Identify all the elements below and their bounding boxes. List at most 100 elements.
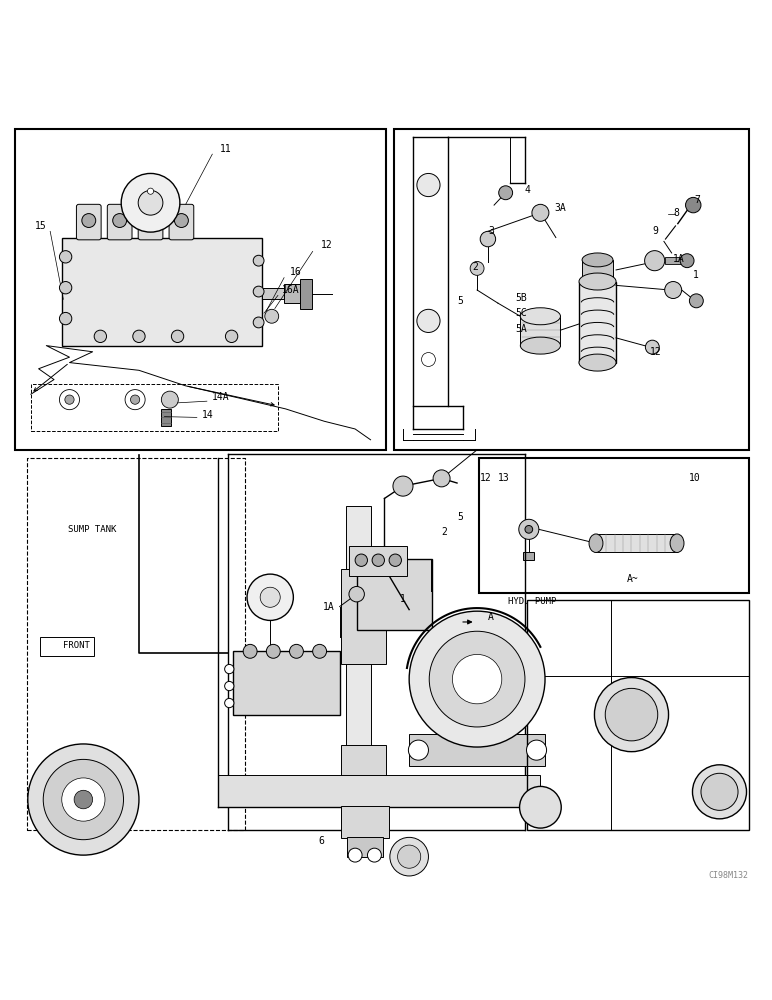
Circle shape <box>59 390 80 410</box>
Circle shape <box>417 309 440 332</box>
Ellipse shape <box>579 354 616 371</box>
Circle shape <box>692 765 747 819</box>
Circle shape <box>701 773 738 810</box>
Text: 6: 6 <box>318 836 324 846</box>
Bar <box>40 637 94 656</box>
Circle shape <box>452 654 502 704</box>
Circle shape <box>59 312 72 325</box>
Circle shape <box>147 188 154 194</box>
Text: 13: 13 <box>498 473 510 483</box>
Circle shape <box>348 848 362 862</box>
Circle shape <box>290 644 303 658</box>
Text: 1: 1 <box>693 270 699 280</box>
Circle shape <box>59 251 72 263</box>
Bar <box>349 546 407 576</box>
Circle shape <box>265 309 279 323</box>
Circle shape <box>480 231 496 247</box>
Bar <box>409 734 545 766</box>
Text: 5B: 5B <box>516 293 527 303</box>
Text: 16: 16 <box>290 267 301 277</box>
Bar <box>579 282 616 363</box>
Bar <box>284 284 300 303</box>
Bar <box>357 559 432 630</box>
Circle shape <box>113 214 127 227</box>
Circle shape <box>161 391 178 408</box>
Bar <box>582 260 613 282</box>
Bar <box>15 129 386 450</box>
Circle shape <box>243 644 257 658</box>
Text: CI98M132: CI98M132 <box>709 871 749 880</box>
Text: 8: 8 <box>673 208 679 218</box>
Bar <box>394 129 749 450</box>
FancyBboxPatch shape <box>107 204 132 240</box>
Text: FRONT: FRONT <box>63 641 90 650</box>
Circle shape <box>225 664 234 674</box>
Text: 12: 12 <box>650 347 662 357</box>
Text: 1A: 1A <box>673 254 685 264</box>
Bar <box>479 458 749 593</box>
Circle shape <box>144 214 157 227</box>
Text: A~: A~ <box>627 574 638 584</box>
Circle shape <box>225 681 234 691</box>
Circle shape <box>665 282 682 299</box>
Bar <box>218 775 540 807</box>
Circle shape <box>121 173 180 232</box>
Circle shape <box>429 631 525 727</box>
Text: A: A <box>488 612 494 622</box>
Bar <box>161 409 171 426</box>
Text: 11: 11 <box>220 144 232 154</box>
Circle shape <box>65 395 74 404</box>
Circle shape <box>130 395 140 404</box>
Circle shape <box>28 744 139 855</box>
Text: 10: 10 <box>689 473 700 483</box>
Circle shape <box>390 837 428 876</box>
Circle shape <box>225 330 238 343</box>
Ellipse shape <box>520 308 560 325</box>
Circle shape <box>138 190 163 215</box>
Text: 2: 2 <box>442 527 448 537</box>
Bar <box>262 288 284 299</box>
Circle shape <box>605 688 658 741</box>
Text: 1: 1 <box>400 594 406 604</box>
Circle shape <box>266 644 280 658</box>
Circle shape <box>680 254 694 268</box>
Text: 15: 15 <box>35 221 46 231</box>
Circle shape <box>253 286 264 297</box>
Circle shape <box>367 848 381 862</box>
Circle shape <box>686 197 701 213</box>
Circle shape <box>393 476 413 496</box>
Text: 1A: 1A <box>323 602 334 612</box>
FancyBboxPatch shape <box>138 204 163 240</box>
Ellipse shape <box>520 337 560 354</box>
Ellipse shape <box>589 534 603 552</box>
Bar <box>341 569 386 664</box>
Circle shape <box>94 330 107 343</box>
Circle shape <box>389 554 401 566</box>
Circle shape <box>225 698 234 708</box>
Bar <box>31 384 278 431</box>
Text: 14: 14 <box>202 410 214 420</box>
Text: 16A: 16A <box>282 285 300 295</box>
Circle shape <box>645 340 659 354</box>
Text: 4: 4 <box>525 185 531 195</box>
Bar <box>233 651 340 715</box>
Bar <box>341 745 386 823</box>
Bar <box>341 806 389 838</box>
Circle shape <box>532 204 549 221</box>
Text: SUMP TANK: SUMP TANK <box>68 525 117 534</box>
FancyArrowPatch shape <box>188 386 274 406</box>
Ellipse shape <box>582 253 613 267</box>
Text: 7: 7 <box>695 195 701 205</box>
Circle shape <box>174 214 188 227</box>
Text: 14A: 14A <box>212 392 230 402</box>
Circle shape <box>62 778 105 821</box>
Circle shape <box>171 330 184 343</box>
Ellipse shape <box>579 273 616 290</box>
Circle shape <box>422 353 435 366</box>
Text: 12: 12 <box>320 240 332 250</box>
FancyArrowPatch shape <box>34 364 67 391</box>
Bar <box>596 534 677 552</box>
Circle shape <box>247 574 293 620</box>
Bar <box>520 316 560 346</box>
Circle shape <box>409 611 545 747</box>
